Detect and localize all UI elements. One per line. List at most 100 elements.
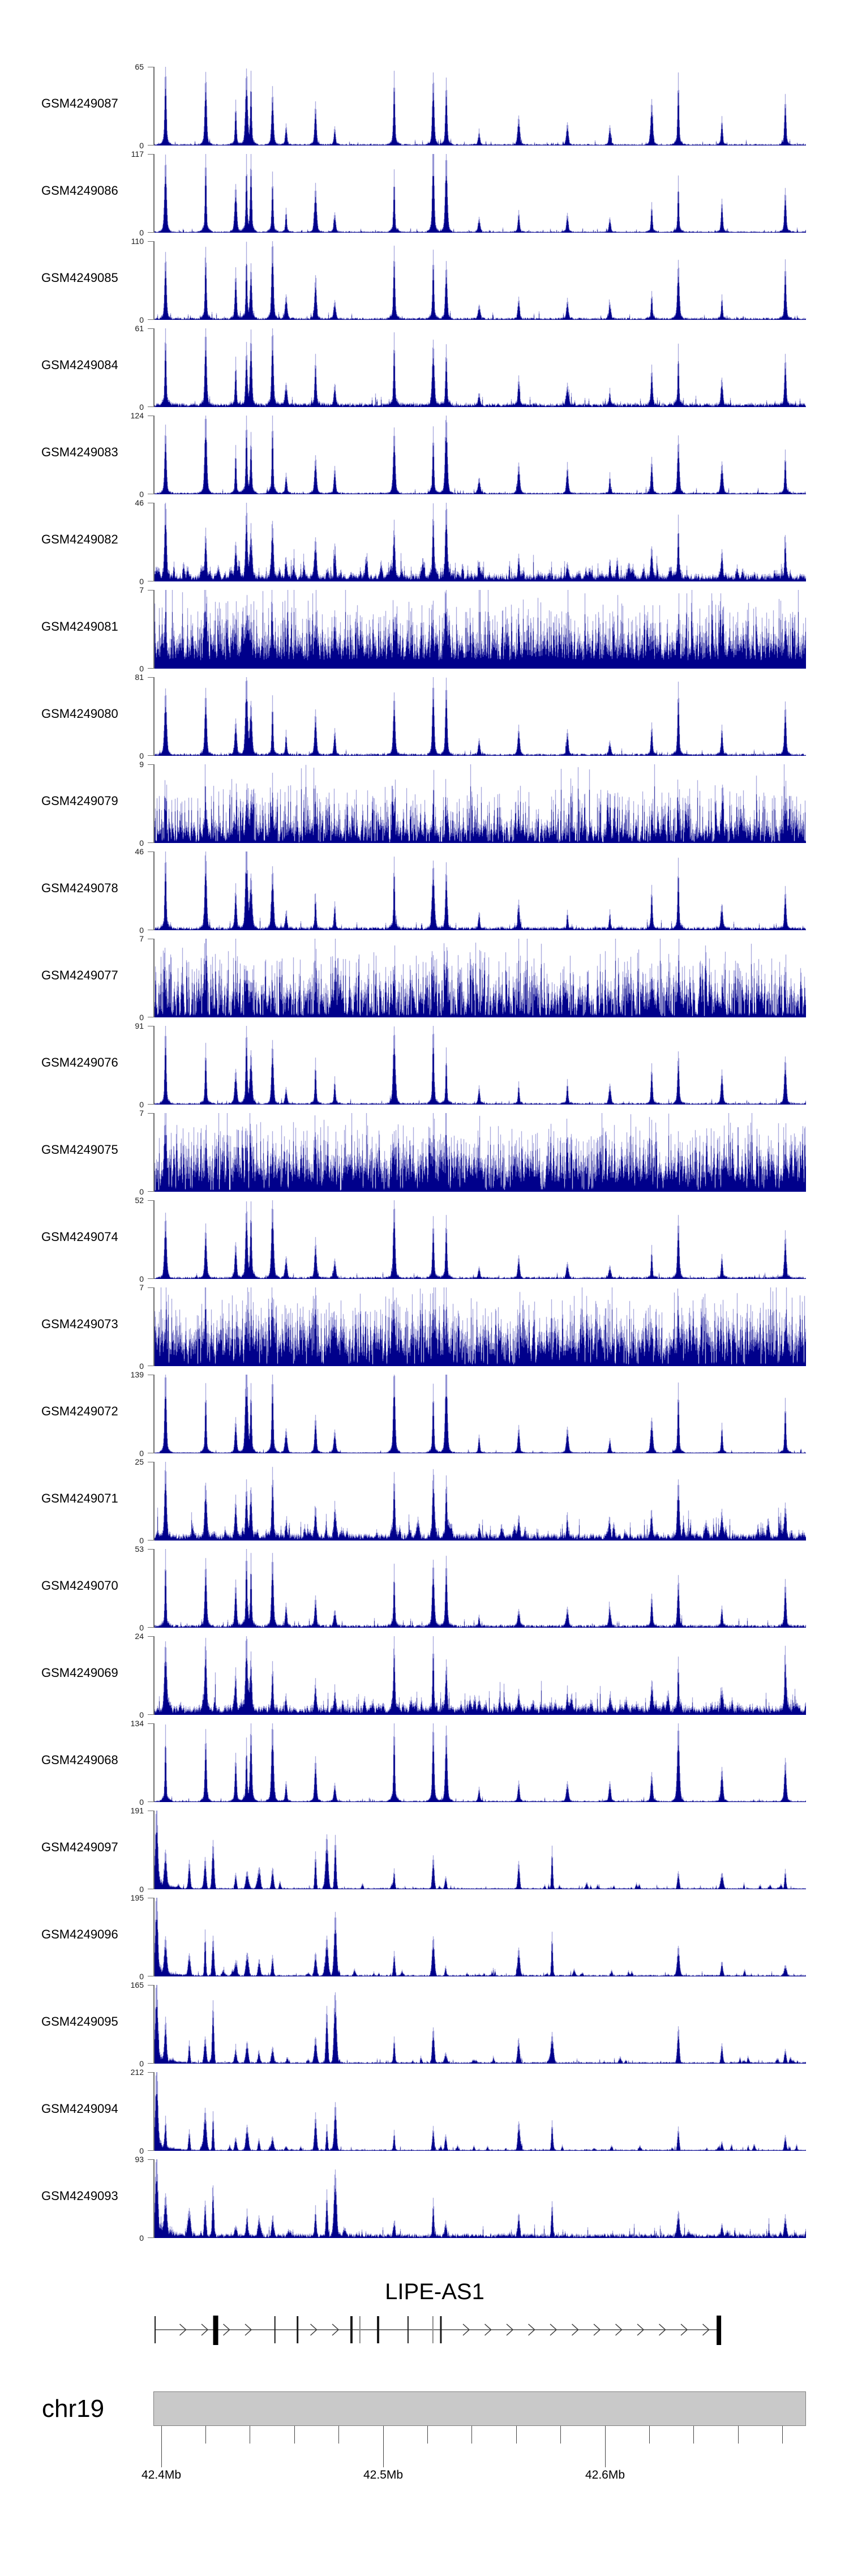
track-yzero-label: 0 (139, 228, 144, 237)
ruler-tick-label: 42.6Mb (585, 2468, 625, 2481)
strand-arrow-icon (528, 2323, 535, 2336)
track-row: GSM4249094 212 0 (0, 2068, 849, 2159)
gene-exon-tick (376, 2316, 379, 2343)
coverage-signal (155, 1811, 806, 1889)
track-sample-label: GSM4249083 (41, 444, 118, 459)
coverage-signal (155, 1723, 806, 1802)
yaxis-line (153, 590, 155, 669)
track-yzero-label: 0 (139, 1972, 144, 1981)
track-yzero-label: 0 (139, 1013, 144, 1022)
coverage-signal (155, 1462, 806, 1541)
yaxis-top-tick (148, 1549, 154, 1550)
coverage-signal (155, 1113, 806, 1192)
track-row: GSM4249077 7 0 (0, 935, 849, 1026)
chromosome-label: chr19 (42, 2395, 105, 2423)
ruler-tick-label: 42.4Mb (141, 2468, 182, 2481)
yaxis-top-tick (148, 1200, 154, 1201)
track-row: GSM4249082 46 0 (0, 499, 849, 590)
track-yzero-label: 0 (139, 577, 144, 586)
yaxis-bottom-tick (148, 1627, 154, 1628)
ruler-minor-tick (471, 2426, 473, 2444)
track-ymax-label: 165 (130, 1980, 144, 1989)
track-yzero-label: 0 (139, 490, 144, 499)
track-sample-label: GSM4249077 (41, 968, 118, 982)
track-sample-label: GSM4249074 (41, 1229, 118, 1244)
coverage-signal (155, 67, 806, 146)
track-row: GSM4249080 81 0 (0, 673, 849, 764)
gene-exon-box (213, 2316, 218, 2345)
track-ymax-label: 53 (135, 1544, 144, 1554)
ruler-minor-tick (294, 2426, 295, 2444)
yaxis-line (153, 1375, 155, 1453)
track-row: GSM4249076 91 0 (0, 1022, 849, 1113)
track-sample-label: GSM4249087 (41, 96, 118, 110)
yaxis-line (153, 1113, 155, 1192)
track-row: GSM4249071 25 0 (0, 1458, 849, 1549)
gene-exon-tick (297, 2316, 299, 2343)
track-ymax-label: 212 (130, 2068, 144, 2077)
ruler-major-tick (604, 2426, 606, 2467)
gene-exon-tick (274, 2316, 276, 2343)
track-ymax-label: 93 (135, 2155, 144, 2164)
track-row: GSM4249068 134 0 (0, 1719, 849, 1811)
track-yzero-label: 0 (139, 751, 144, 760)
strand-arrow-icon (310, 2323, 318, 2336)
track-ymax-label: 117 (131, 149, 144, 159)
track-row: GSM4249095 165 0 (0, 1981, 849, 2072)
yaxis-top-tick (148, 677, 154, 678)
track-yzero-label: 0 (139, 1449, 144, 1458)
track-sample-label: GSM4249094 (41, 2101, 118, 2116)
coverage-signal (155, 241, 806, 320)
coverage-signal (155, 1026, 806, 1105)
track-yzero-label: 0 (139, 1710, 144, 1719)
yaxis-line (153, 939, 155, 1017)
coverage-signal (155, 416, 806, 494)
yaxis-line (153, 328, 155, 407)
yaxis-bottom-tick (148, 406, 154, 407)
coverage-signal (155, 2159, 806, 2238)
yaxis-top-tick (148, 1113, 154, 1114)
coverage-signal (155, 1898, 806, 1976)
yaxis-line (153, 1985, 155, 2064)
ruler-major-tick (161, 2426, 162, 2467)
strand-arrow-icon (484, 2323, 492, 2336)
yaxis-line (153, 2159, 155, 2238)
gene-exon-tick (440, 2316, 442, 2343)
track-row: GSM4249078 46 0 (0, 847, 849, 939)
track-ymax-label: 46 (135, 847, 144, 856)
track-sample-label: GSM4249070 (41, 1578, 118, 1593)
track-yzero-label: 0 (139, 838, 144, 848)
track-sample-label: GSM4249080 (41, 706, 118, 721)
gene-model-track (155, 2316, 722, 2345)
yaxis-bottom-tick (148, 232, 154, 233)
ruler-minor-tick (338, 2426, 340, 2444)
strand-arrow-icon (462, 2323, 470, 2336)
track-sample-label: GSM4249078 (41, 880, 118, 895)
track-ymax-label: 25 (135, 1457, 144, 1466)
track-row: GSM4249075 7 0 (0, 1109, 849, 1200)
strand-arrow-icon (245, 2323, 252, 2336)
track-ymax-label: 24 (135, 1632, 144, 1641)
track-row: GSM4249074 52 0 (0, 1196, 849, 1287)
track-ymax-label: 52 (135, 1196, 144, 1205)
track-yzero-label: 0 (139, 926, 144, 935)
track-ymax-label: 9 (139, 760, 144, 769)
yaxis-line (153, 1549, 155, 1628)
yaxis-top-tick (148, 241, 154, 242)
track-ymax-label: 124 (130, 411, 144, 420)
yaxis-bottom-tick (148, 2150, 154, 2151)
yaxis-bottom-tick (148, 1714, 154, 1715)
yaxis-bottom-tick (148, 842, 154, 843)
yaxis-line (153, 154, 155, 233)
yaxis-top-tick (148, 851, 154, 852)
yaxis-line (153, 1636, 155, 1715)
track-sample-label: GSM4249086 (41, 183, 118, 198)
strand-arrow-icon (201, 2323, 209, 2336)
strand-arrow-icon (332, 2323, 340, 2336)
track-yzero-label: 0 (139, 1362, 144, 1371)
track-row: GSM4249096 195 0 (0, 1894, 849, 1985)
yaxis-bottom-tick (148, 2237, 154, 2238)
track-ymax-label: 7 (139, 934, 144, 943)
strand-arrow-icon (593, 2323, 601, 2336)
track-row: GSM4249081 7 0 (0, 586, 849, 677)
